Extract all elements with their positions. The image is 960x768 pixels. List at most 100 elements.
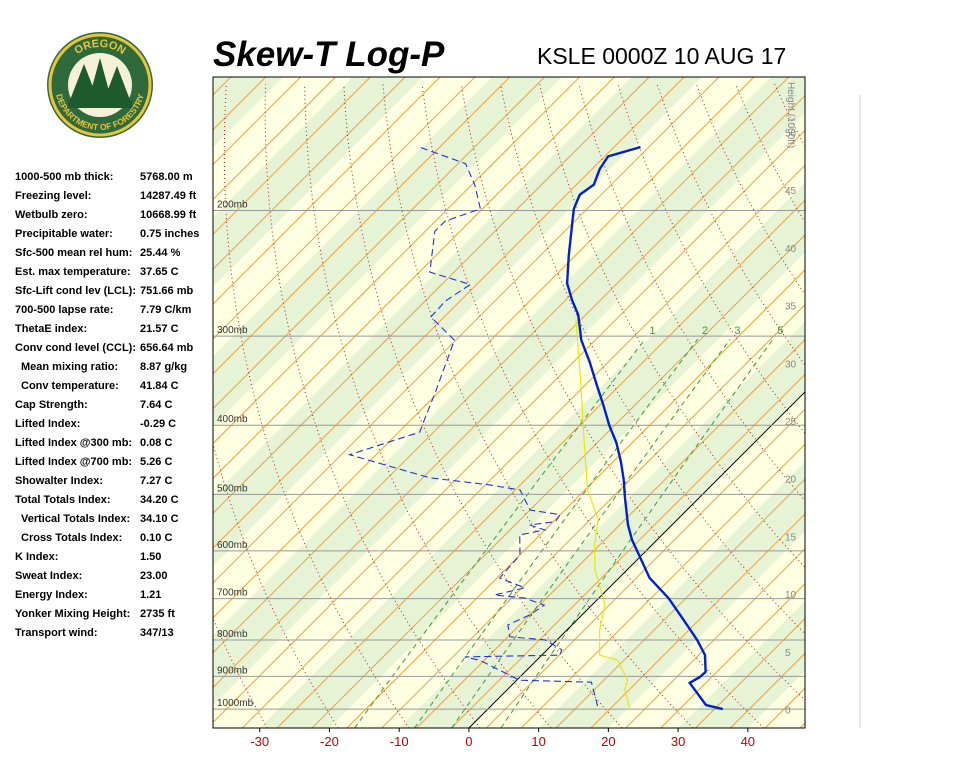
stat-value: 21.57 C — [140, 323, 179, 335]
stat-value: -0.29 C — [140, 418, 176, 430]
stat-value: 347/13 — [140, 627, 174, 639]
isotherm — [695, 617, 805, 728]
stat-label: Lifted Index: — [15, 418, 80, 430]
stat-value: 10668.99 ft — [140, 209, 197, 221]
isotherm-band — [213, 77, 702, 566]
isotherm — [213, 77, 441, 305]
isotherm — [213, 77, 685, 549]
x-tick-label: 20 — [601, 734, 615, 749]
isotherm-band — [259, 182, 805, 728]
highlight-isotherm — [468, 391, 805, 728]
height-tick-label: 50 — [785, 128, 797, 139]
height-tick-label: 40 — [785, 244, 797, 255]
isotherm — [520, 443, 805, 728]
height-tick-label: 30 — [785, 359, 797, 370]
mixing-ratio-label: 1 — [649, 325, 655, 337]
stat-label: Lifted Index @300 mb: — [15, 437, 132, 449]
stat-value: 0.08 C — [140, 437, 172, 449]
profile-line — [575, 319, 631, 710]
stat-label: Conv temperature: — [21, 380, 119, 392]
mixing-ratio-label: 5 — [777, 325, 783, 337]
x-tick-label: -30 — [250, 734, 269, 749]
y-tick-label: 200mb — [217, 199, 248, 210]
height-tick-label: 25 — [785, 417, 797, 428]
height-tick-label: 5 — [785, 648, 791, 659]
isotherm — [241, 164, 805, 728]
isotherm — [416, 338, 805, 728]
stat-value: 0.75 inches — [140, 228, 199, 240]
dry-adiabat — [382, 84, 694, 728]
isotherm — [213, 77, 545, 410]
isotherm — [213, 77, 755, 619]
stat-value: 25.44 % — [140, 247, 181, 259]
isotherm — [213, 77, 371, 236]
stat-value: 37.65 C — [140, 266, 179, 278]
isotherm — [485, 408, 805, 728]
y-tick-label: 300mb — [217, 325, 248, 336]
stat-label: Total Totals Index: — [15, 494, 111, 506]
mixing-ratio-line — [500, 338, 774, 728]
x-tick-label: 10 — [531, 734, 545, 749]
dry-adiabat — [814, 84, 960, 728]
isotherm — [555, 478, 805, 728]
mixing-ratio-line — [451, 338, 731, 728]
title: Skew-T Log-P — [213, 35, 445, 74]
isotherm-band — [538, 461, 805, 728]
stat-value: 751.66 mb — [140, 285, 193, 297]
stat-label: Sfc-500 mean rel hum: — [15, 247, 132, 259]
background: 1 2 3 5 — [213, 77, 960, 728]
y-tick-label: 400mb — [217, 414, 248, 425]
stat-label: Transport wind: — [15, 627, 98, 639]
stat-label: Wetbulb zero: — [15, 209, 88, 221]
stat-value: 7.79 C/km — [140, 304, 192, 316]
y-tick-label: 700mb — [217, 588, 248, 599]
stat-value: 2735 ft — [140, 608, 175, 620]
y-tick-label: 800mb — [217, 629, 248, 640]
dry-adiabat — [264, 84, 481, 728]
isotherm — [213, 77, 511, 375]
isotherm — [213, 77, 650, 514]
plot: 1 2 3 51000mb900mb800mb700mb600mb500mb400mb… — [212, 76, 960, 749]
mixing-ratio-line — [354, 338, 646, 728]
stat-label: Energy Index: — [15, 589, 88, 601]
stat-value: 7.64 C — [140, 399, 172, 411]
isotherm — [213, 77, 580, 445]
height-tick-label: 15 — [785, 532, 797, 543]
isotherm — [625, 548, 805, 728]
logo: OREGON DEPARTMENT OF FORESTRY — [47, 32, 153, 138]
logo-top: OREGON — [72, 38, 127, 57]
stat-value: 1.50 — [140, 551, 161, 563]
dry-adiabat — [892, 84, 960, 728]
isotherm — [451, 373, 805, 728]
height-tick-label: 45 — [785, 186, 797, 197]
stat-label: Lifted Index @700 mb: — [15, 456, 132, 468]
mixing-ratio-label: 3 — [734, 325, 740, 337]
stat-value: 5768.00 m — [140, 171, 193, 183]
stat-label: K Index: — [15, 551, 58, 563]
isotherm-band — [818, 77, 960, 728]
dry-adiabat — [304, 84, 552, 728]
isotherm — [213, 77, 720, 584]
isotherm — [311, 234, 805, 728]
stat-value: 23.00 — [140, 570, 168, 582]
stat-label: 1000-500 mb thick: — [15, 171, 113, 183]
isotherm — [213, 77, 790, 654]
stat-label: Cross Totals Index: — [21, 532, 122, 544]
x-tick-label: 0 — [465, 734, 472, 749]
stat-value: 1.21 — [140, 589, 161, 601]
stat-label: 700-500 lapse rate: — [15, 304, 113, 316]
height-tick-label: 20 — [785, 475, 797, 486]
stat-label: Showalter Index: — [15, 475, 103, 487]
dry-adiabat — [931, 84, 960, 728]
dry-adiabat — [213, 441, 339, 728]
dry-adiabat — [421, 84, 765, 728]
stat-label: Vertical Totals Index: — [21, 513, 130, 525]
y-tick-label: 500mb — [217, 483, 248, 494]
stat-value: 656.64 mb — [140, 342, 193, 354]
stat-label: Mean mixing ratio: — [21, 361, 118, 373]
mixing-ratio-label: 2 — [702, 325, 708, 337]
stat-label: Cap Strength: — [15, 399, 88, 411]
isotherm — [213, 94, 805, 689]
isotherm — [799, 722, 805, 728]
